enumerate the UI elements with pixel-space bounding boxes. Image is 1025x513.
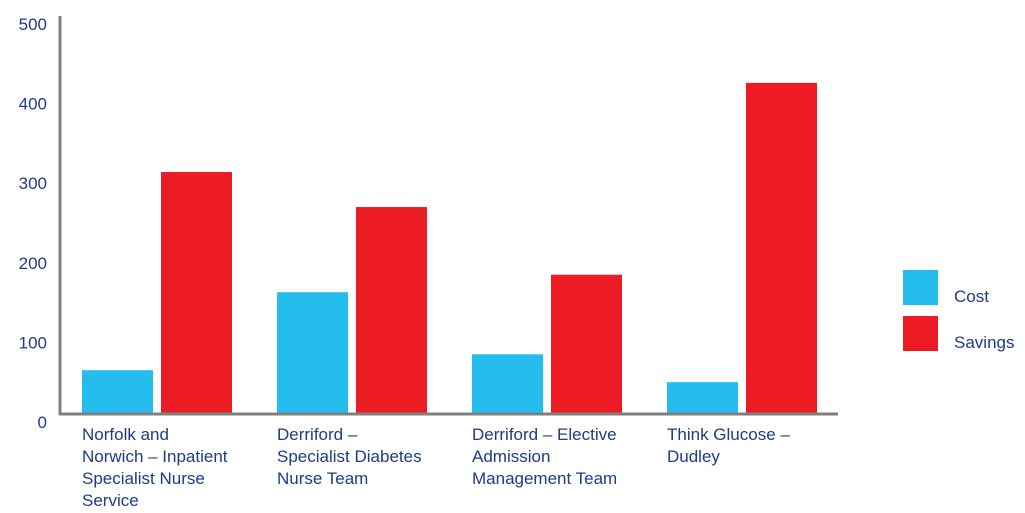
bar-cost-3 [472,354,543,414]
x-category-label: Norfolk and Norwich – Inpatient Specialist… [82,424,242,512]
x-category-label-line: Admission [472,447,551,466]
bar-savings-3 [551,274,622,414]
y-tick-label: 300 [19,174,47,193]
x-category-label-line: Dudley [667,447,720,466]
legend-label-savings: Savings [954,333,1015,352]
y-tick-label: 100 [19,333,47,352]
legend-swatch-cost [903,270,938,305]
bar-savings-2 [356,207,427,414]
legend-swatch-savings [903,316,938,351]
x-category-label-line: Norfolk and [82,425,169,444]
x-category-label-line: Specialist Nurse [82,469,205,488]
x-category-label-line: Specialist Diabetes [277,447,422,466]
bars [82,82,817,414]
x-category-label-line: Nurse Team [277,469,369,488]
bar-savings-1 [161,172,232,414]
y-tick-label: 0 [38,413,47,432]
bar-savings-4 [746,82,817,414]
x-category-label-line: Derriford – Elective [472,425,617,444]
y-tick-label: 500 [19,15,47,34]
y-axis-ticks: 0 100 200 300 400 500 [19,15,47,432]
y-tick-label: 200 [19,254,47,273]
x-category-label-line: Think Glucose – [667,425,790,444]
x-category-label: Derriford – Specialist Diabetes Nurse Team [277,424,437,490]
x-category-label-line: Service [82,491,139,510]
x-category-label: Think Glucose – Dudley [667,424,827,468]
x-category-label-line: Management Team [472,469,618,488]
bar-cost-4 [667,382,738,414]
y-tick-label: 400 [19,95,47,114]
bar-cost-1 [82,370,153,414]
x-category-label: Derriford – Elective Admission Management … [472,424,632,490]
legend-label-cost: Cost [954,287,989,306]
bar-cost-2 [277,292,348,414]
x-category-label-line: Derriford – [277,425,358,444]
x-category-label-line: Norwich – Inpatient [82,447,228,466]
